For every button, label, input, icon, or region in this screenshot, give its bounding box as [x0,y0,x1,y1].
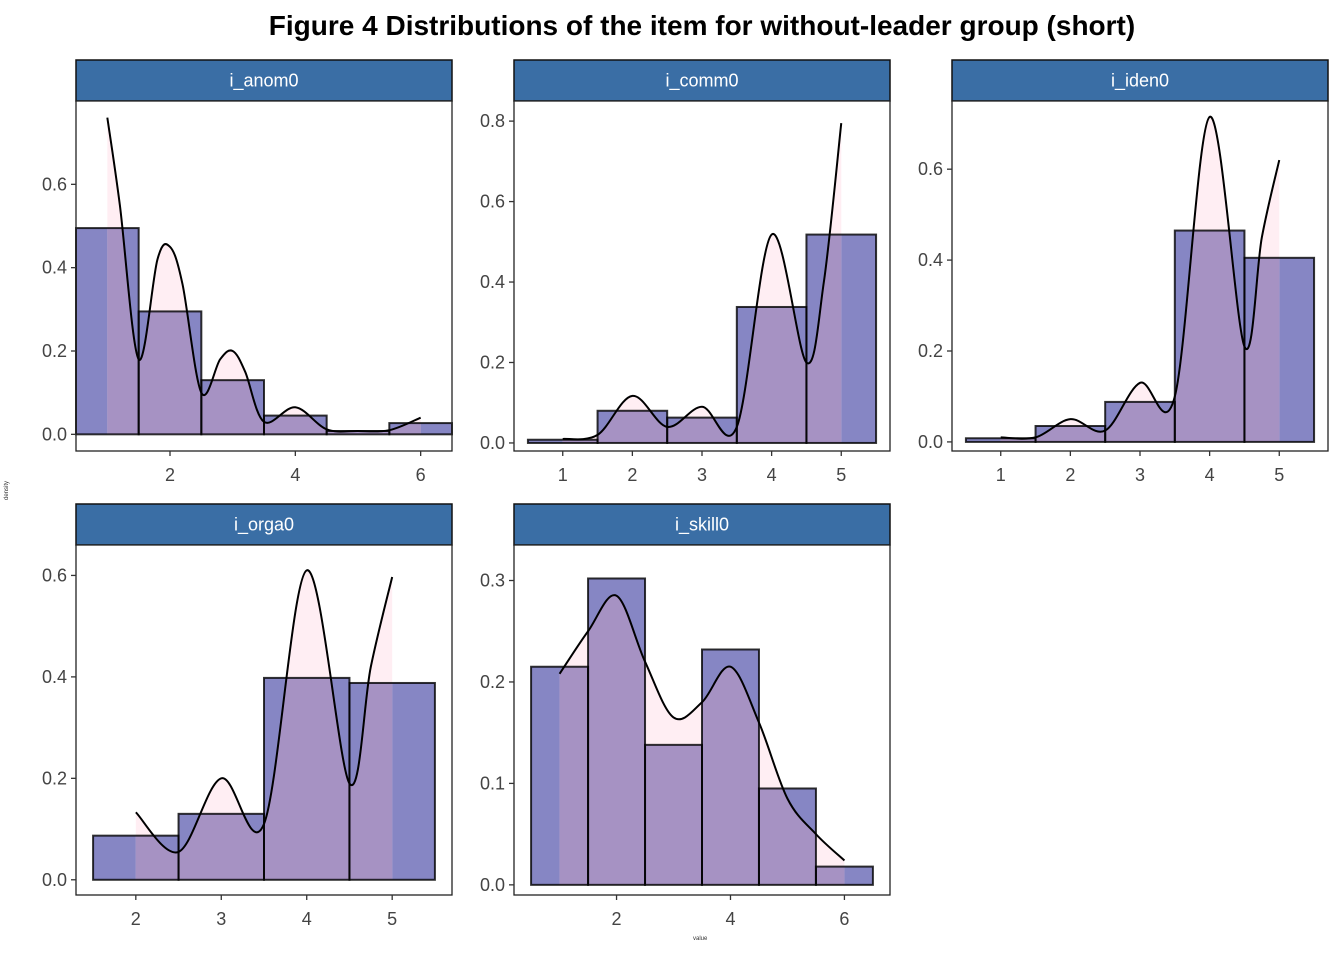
facet-panel-i_orga0: i_orga0 0.0 0.2 0.4 0.6 2 3 4 5 [42,503,453,929]
y-tick-label: 0.2 [42,341,67,361]
facet-panel-i_iden0: i_iden0 0.0 0.2 0.4 0.6 1 2 3 4 5 [918,59,1329,485]
density-curve [1000,115,1281,440]
facet-strip-label: i_iden0 [1111,71,1169,92]
y-tick-label: 0.6 [918,159,943,179]
x-tick-label: 2 [1065,465,1075,485]
x-tick-label: 2 [612,909,622,929]
y-tick-label: 0.0 [918,432,943,452]
facet-strip [513,59,891,102]
x-tick-label: 4 [290,465,300,485]
y-tick-label: 0.0 [42,870,67,890]
x-tick-label: 1 [558,465,568,485]
x-tick-label: 5 [387,909,397,929]
x-tick-label: 3 [216,909,226,929]
facet-panel-i_anom0: i_anom0 0.0 0.2 0.4 0.6 2 4 6 [42,59,454,485]
y-tick-label: 0.6 [480,192,505,212]
y-tick-label: 0.8 [480,111,505,131]
y-tick-label: 0.0 [480,875,505,895]
y-tick-label: 0.2 [42,768,67,788]
y-tick-label: 0.4 [480,272,505,292]
x-tick-label: 6 [416,465,426,485]
x-tick-label: 3 [697,465,707,485]
facet-strip-label: i_anom0 [229,71,298,92]
facet-strip [75,503,453,546]
y-tick-label: 0.6 [42,565,67,585]
panel-border [513,544,891,896]
y-tick-label: 0.3 [480,571,505,591]
x-tick-label: 4 [302,909,312,929]
y-tick-label: 0.0 [480,433,505,453]
density-curve [106,117,422,433]
density-curve [135,569,394,854]
x-tick-label: 1 [996,465,1006,485]
facet-strip-label: i_comm0 [665,71,738,92]
panel-border [75,100,453,452]
x-tick-label: 2 [131,909,141,929]
facet-strip-label: i_skill0 [675,515,729,536]
density-curve [558,594,846,862]
facet-strip [75,59,453,102]
y-tick-label: 0.4 [42,667,67,687]
x-tick-label: 4 [767,465,777,485]
y-tick-label: 0.0 [42,424,67,444]
x-tick-label: 5 [1274,465,1284,485]
y-tick-label: 0.6 [42,174,67,194]
x-tick-label: 4 [725,909,735,929]
x-tick-label: 3 [1135,465,1145,485]
y-tick-label: 0.2 [480,672,505,692]
x-tick-label: 6 [839,909,849,929]
y-tick-label: 0.4 [42,258,67,278]
y-tick-label: 0.2 [918,341,943,361]
x-tick-label: 5 [836,465,846,485]
facet-strip [951,59,1329,102]
chart-title: Figure 4 Distributions of the item for w… [268,10,1136,41]
x-tick-label: 4 [1205,465,1215,485]
x-tick-label: 2 [627,465,637,485]
facet-strip [513,503,891,546]
y-tick-label: 0.4 [918,250,943,270]
y-tick-label: 0.2 [480,352,505,372]
y-tick-label: 0.1 [480,773,505,793]
x-axis-label: value [693,936,708,942]
density-curve [562,123,843,441]
facet-panel-i_comm0: i_comm0 0.0 0.2 0.4 0.6 0.8 1 2 3 4 5 [480,59,891,485]
facet-panel-i_skill0: i_skill0 0.0 0.1 0.2 0.3 2 4 6 [480,503,891,929]
histogram-bar-6 [389,423,452,435]
x-tick-label: 2 [165,465,175,485]
panel-border [75,544,453,896]
facet-strip-label: i_orga0 [234,515,294,536]
